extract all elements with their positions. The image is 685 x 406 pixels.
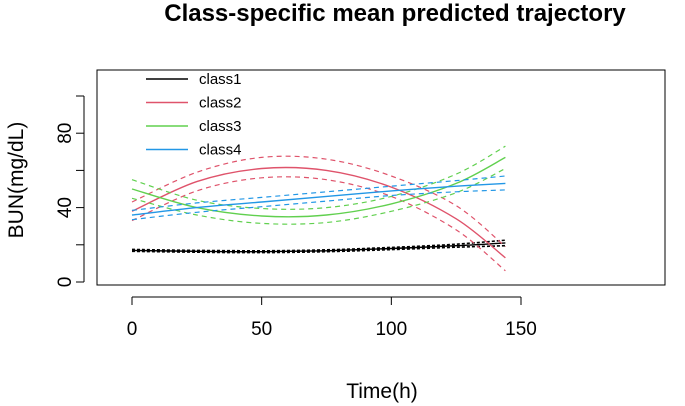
y-axis-label: BUN(mg/dL) (5, 122, 28, 239)
series-lines (131, 145, 506, 272)
y-tick-label: 0 (55, 277, 76, 288)
legend-label-class2: class2 (199, 95, 242, 112)
class1-mean-line (131, 242, 506, 253)
class2-mean-line (131, 166, 506, 259)
class2-lower-band-line (131, 176, 506, 272)
y-tick-label: 80 (55, 123, 76, 144)
x-tick-label: 50 (251, 319, 272, 340)
class4-mean-line (131, 182, 506, 216)
class4-lower-band-line (131, 189, 506, 221)
legend-label-class1: class1 (199, 71, 242, 88)
y-tick-label: 40 (55, 197, 76, 218)
axes: 0 50 100 150 0 40 80 (55, 95, 537, 340)
x-tick-label: 150 (505, 319, 537, 340)
legend-label-class3: class3 (199, 118, 242, 135)
plot-frame (96, 69, 666, 286)
class3-upper-band-line (131, 145, 506, 210)
legend: class1 class2 class3 class4 (146, 71, 242, 159)
x-tick-label: 0 (127, 319, 138, 340)
x-tick-label: 100 (375, 319, 407, 340)
chart-title: Class-specific mean predicted trajectory (164, 0, 626, 27)
legend-label-class4: class4 (199, 142, 242, 159)
class3-lower-band-line (131, 167, 506, 225)
x-axis-label: Time(h) (346, 380, 418, 403)
class4-upper-band-line (131, 175, 506, 211)
